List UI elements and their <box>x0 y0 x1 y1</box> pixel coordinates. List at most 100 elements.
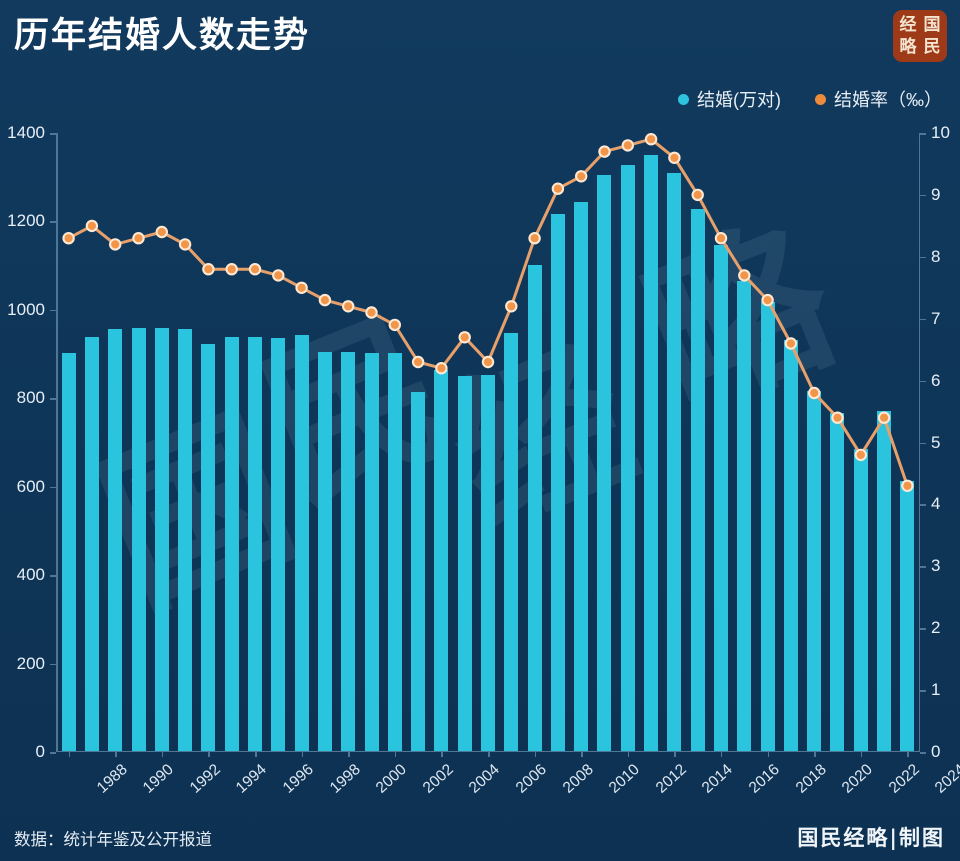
bar-1988[interactable] <box>61 352 76 751</box>
marriage-rate-point-2023[interactable]: 2023: 5.4‰ <box>877 411 891 424</box>
y-axis-right-label: 4 <box>931 494 941 514</box>
marriage-rate-point-2012[interactable]: 2012: 9.8‰ <box>621 139 634 152</box>
y-axis-left-label: 1400 <box>7 123 45 142</box>
bar-2012[interactable] <box>620 165 635 751</box>
legend-item-marriage-rate[interactable]: 结婚率（‰） <box>815 86 942 112</box>
x-axis-label-2006: 2006 <box>512 761 550 797</box>
bar-1998[interactable] <box>294 334 309 751</box>
marriage-rate-point-2000[interactable]: 2000: 7.2‰ <box>342 300 355 313</box>
y-axis-right-tick <box>920 380 926 383</box>
bar-1999[interactable] <box>317 352 332 751</box>
marriage-rate-point-2016[interactable]: 2016: 8.3‰ <box>714 232 728 245</box>
bar-1991[interactable] <box>131 327 146 751</box>
marriage-rate-point-2014[interactable]: 2014: 9.6‰ <box>668 151 681 164</box>
marker-dot <box>344 302 353 311</box>
bar-2016[interactable] <box>713 245 728 751</box>
marriage-rate-point-1989[interactable]: 1989: 8.5‰ <box>85 219 99 233</box>
x-axis-tick <box>814 752 816 757</box>
y-axis-right-label: 9 <box>931 184 941 204</box>
marker-dot <box>111 240 120 249</box>
bar-2000[interactable] <box>341 352 356 751</box>
marriage-rate-point-2015[interactable]: 2015: 9‰ <box>691 188 704 202</box>
bar-1989[interactable] <box>84 336 99 751</box>
marker-dot <box>367 308 376 317</box>
marriage-rate-point-2018[interactable]: 2018: 7.3‰ <box>761 293 774 307</box>
marker-dot <box>623 141 632 150</box>
marriage-rate-point-2022[interactable]: 2022: 4.8‰ <box>854 448 867 462</box>
bar-2008[interactable] <box>527 264 542 751</box>
marriage-rate-point-1999[interactable]: 1999: 7.3‰ <box>318 293 332 307</box>
bar-2015[interactable] <box>690 208 705 751</box>
marriage-rate-point-2011[interactable]: 2011: 9.7‰ <box>598 145 611 158</box>
bar-2022[interactable] <box>853 448 868 751</box>
marriage-rate-point-1996[interactable]: 1996: 7.8‰ <box>248 263 262 276</box>
bar-2003[interactable] <box>411 391 426 751</box>
x-axis-tick <box>161 752 164 757</box>
marriage-rate-point-1990[interactable]: 1990: 8.2‰ <box>109 238 122 251</box>
marriage-rate-point-1997[interactable]: 1997: 7.7‰ <box>272 269 285 282</box>
marriage-rate-point-2017[interactable]: 2017: 7.7‰ <box>738 269 751 282</box>
bar-2002[interactable] <box>387 353 402 751</box>
bar-2007[interactable] <box>504 332 519 751</box>
bar-2006[interactable] <box>481 374 495 751</box>
x-axis-label-2022: 2022 <box>885 761 923 797</box>
marriage-rate-point-2007[interactable]: 2007: 7.2‰ <box>505 300 518 313</box>
bar-2023[interactable] <box>877 410 892 751</box>
marriage-rate-point-1998[interactable]: 1998: 7.5‰ <box>295 281 308 294</box>
marriage-rate-point-2013[interactable]: 2013: 9.9‰ <box>644 133 658 146</box>
bar-1997[interactable] <box>271 337 286 751</box>
marriage-rate-point-1994[interactable]: 1994: 7.8‰ <box>202 263 215 276</box>
brand-logo: 经 国 略 民 <box>893 10 947 62</box>
marriage-rate-point-2005[interactable]: 2005: 6.7‰ <box>458 331 471 344</box>
bar-1995[interactable] <box>224 337 239 751</box>
bar-1990[interactable] <box>108 329 123 751</box>
legend-label-marriage-rate: 结婚率（‰） <box>834 90 942 110</box>
marriage-rate-point-2003[interactable]: 2003: 6.3‰ <box>411 355 425 369</box>
marriage-rate-point-2006[interactable]: 2006: 6.3‰ <box>481 355 495 369</box>
bar-2024[interactable] <box>900 480 915 751</box>
marriage-rate-point-2020[interactable]: 2020: 5.8‰ <box>808 386 821 400</box>
y-axis-left-tick <box>50 221 56 223</box>
marriage-rate-point-1993[interactable]: 1993: 8.2‰ <box>178 238 192 251</box>
bar-2018[interactable] <box>760 302 775 751</box>
bar-2005[interactable] <box>457 376 472 751</box>
y-axis-left-tick <box>50 133 56 135</box>
bar-1994[interactable] <box>201 343 216 751</box>
bar-2013[interactable] <box>644 154 659 751</box>
bar-2010[interactable] <box>574 201 589 751</box>
y-axis-right-tick <box>920 752 926 754</box>
marriage-rate-point-2010[interactable]: 2010: 9.3‰ <box>575 170 588 183</box>
x-axis-label-2000: 2000 <box>373 761 411 797</box>
bar-2001[interactable] <box>364 352 379 751</box>
marriage-rate-point-2009[interactable]: 2009: 9.1‰ <box>551 182 565 195</box>
marriage-rate-point-2008[interactable]: 2008: 8.3‰ <box>528 232 541 245</box>
marriage-rate-point-2021[interactable]: 2021: 5.4‰ <box>831 411 844 424</box>
x-axis-label-2020: 2020 <box>839 761 877 797</box>
bar-1993[interactable] <box>178 328 193 751</box>
marriage-rate-point-2019[interactable]: 2019: 6.6‰ <box>784 337 798 350</box>
bar-1996[interactable] <box>248 336 263 751</box>
bar-2021[interactable] <box>830 412 845 751</box>
bar-2014[interactable] <box>667 172 682 751</box>
marriage-rate-point-2002[interactable]: 2002: 6.9‰ <box>388 318 401 332</box>
bar-2020[interactable] <box>807 390 822 751</box>
x-axis-label-2010: 2010 <box>606 761 644 797</box>
legend-item-marriages[interactable]: 结婚(万对) <box>678 86 781 112</box>
marriage-rate-point-2004[interactable]: 2004: 6.2‰ <box>435 362 448 375</box>
bar-2017[interactable] <box>737 280 752 751</box>
marriage-rate-point-1988[interactable]: 1988: 8.3‰ <box>62 232 75 245</box>
bar-2011[interactable] <box>597 174 612 751</box>
marriage-rate-point-1991[interactable]: 1991: 8.3‰ <box>132 232 145 245</box>
marriage-rate-point-1992[interactable]: 1992: 8.4‰ <box>155 225 168 239</box>
marker-dot <box>250 265 260 274</box>
bar-1992[interactable] <box>154 328 169 751</box>
bar-2019[interactable] <box>783 340 798 751</box>
y-axis-left-tick <box>50 663 56 666</box>
bar-2004[interactable] <box>434 370 449 751</box>
bar-2009[interactable] <box>550 214 565 751</box>
marriage-rate-point-2024[interactable]: 2024: 4.3‰ <box>901 479 914 492</box>
marker-dot <box>856 450 865 459</box>
marriage-rate-point-1995[interactable]: 1995: 7.8‰ <box>225 263 238 276</box>
